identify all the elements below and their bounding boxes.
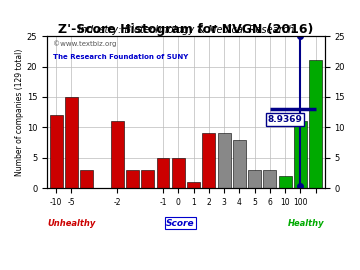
Bar bbox=[294, 121, 307, 188]
Text: Healthy: Healthy bbox=[288, 219, 325, 228]
Bar bbox=[187, 182, 200, 188]
Text: 8.9369: 8.9369 bbox=[267, 115, 302, 124]
Bar bbox=[248, 170, 261, 188]
Title: Z'-Score Histogram for NVGN (2016): Z'-Score Histogram for NVGN (2016) bbox=[58, 23, 314, 36]
Text: The Research Foundation of SUNY: The Research Foundation of SUNY bbox=[53, 54, 188, 60]
Text: Industry: Biotechnology & Medical Research: Industry: Biotechnology & Medical Resear… bbox=[78, 25, 294, 35]
Bar bbox=[233, 140, 246, 188]
Bar bbox=[126, 170, 139, 188]
Text: ©www.textbiz.org: ©www.textbiz.org bbox=[53, 41, 116, 47]
Bar bbox=[80, 170, 93, 188]
Y-axis label: Number of companies (129 total): Number of companies (129 total) bbox=[15, 49, 24, 176]
Bar bbox=[309, 60, 322, 188]
Bar bbox=[141, 170, 154, 188]
Text: Score: Score bbox=[166, 219, 195, 228]
Bar bbox=[157, 158, 170, 188]
Text: Unhealthy: Unhealthy bbox=[47, 219, 95, 228]
Bar bbox=[217, 133, 230, 188]
Bar bbox=[65, 97, 78, 188]
Bar bbox=[264, 170, 276, 188]
Bar bbox=[50, 115, 63, 188]
Bar bbox=[111, 121, 124, 188]
Bar bbox=[202, 133, 215, 188]
Bar bbox=[279, 176, 292, 188]
Bar bbox=[172, 158, 185, 188]
